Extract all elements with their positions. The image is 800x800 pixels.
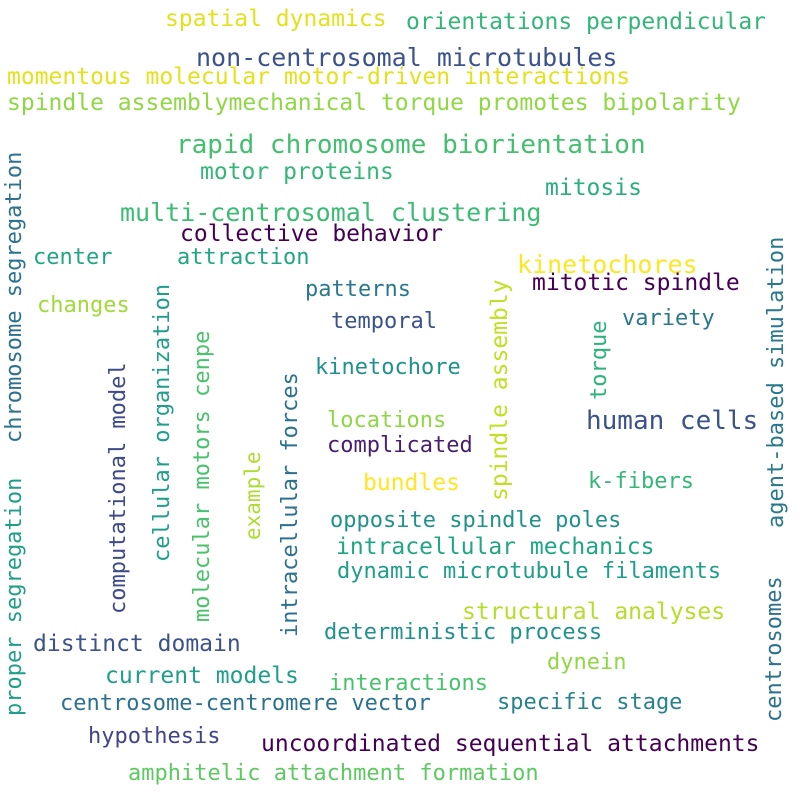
word-spatial-dynamics: spatial dynamics <box>165 6 387 32</box>
word-mitosis: mitosis <box>545 175 642 201</box>
word-current-models: current models <box>105 663 299 689</box>
word-deterministic-process: deterministic process <box>324 620 603 645</box>
word-computational-model: computational model <box>106 362 131 614</box>
word-variety: variety <box>622 306 715 331</box>
word-dynein: dynein <box>547 650 627 675</box>
word-attraction: attraction <box>177 245 310 270</box>
word-distinct-domain: distinct domain <box>33 631 241 657</box>
word-locations: locations <box>327 408 447 433</box>
word-changes: changes <box>37 293 130 318</box>
word-intracellular-mechanics: intracellular mechanics <box>336 534 655 560</box>
word-spindle-assembly: spindle assembly <box>487 279 513 501</box>
word-non-centrosomal-microtubules: non-centrosomal microtubules <box>196 43 618 72</box>
word-motor-proteins: motor proteins <box>200 159 394 185</box>
word-human-cells: human cells <box>586 406 759 436</box>
word-interactions: interactions <box>329 671 488 696</box>
word-proper-segregation: proper segregation <box>2 477 27 716</box>
word-kinetochore: kinetochore <box>315 355 461 380</box>
word-complicated: complicated <box>327 433 473 458</box>
word-dynamic-microtubule-filaments: dynamic microtubule filaments <box>337 559 722 584</box>
word-patterns: patterns <box>305 277 411 302</box>
word-kinetochores: kinetochores <box>517 250 698 279</box>
word-bundles: bundles <box>363 470 460 496</box>
word-chromosome-segregation: chromosome segregation <box>2 151 27 443</box>
word-k-fibers: k-fibers <box>588 469 694 494</box>
word-torque: torque <box>587 320 612 400</box>
word-center: center <box>33 245 113 270</box>
word-rapid-chromosome-biorientation: rapid chromosome biorientation <box>176 130 646 160</box>
word-intracellular-forces: intracellular forces <box>278 372 303 637</box>
word-example: example <box>241 451 265 540</box>
word-mitotic-spindle: mitotic spindle <box>532 270 740 296</box>
word-hypothesis: hypothesis <box>88 724 221 749</box>
word-centrosome-centromere-vector: centrosome-centromere vector <box>60 691 431 716</box>
word-uncoordinated-sequential-attachments: uncoordinated sequential attachments <box>261 731 760 757</box>
word-cellular-organization: cellular organization <box>150 283 175 562</box>
word-agent-based-simulation: agent-based simulation <box>764 236 789 528</box>
word-momentous-molecular-motor-driven-interactions: momentous molecular motor-driven interac… <box>7 64 631 90</box>
word-spindle-assemblymechanical-torque-promotes-bipolarity: spindle assemblymechanical torque promot… <box>7 90 741 116</box>
word-amphitelic-attachment-formation: amphitelic attachment formation <box>128 761 539 786</box>
word-multi-centrosomal-clustering: multi-centrosomal clustering <box>120 198 542 227</box>
word-structural-analyses: structural analyses <box>462 599 726 625</box>
word-opposite-spindle-poles: opposite spindle poles <box>330 508 622 533</box>
word-temporal: temporal <box>331 309 437 334</box>
word-molecular-motors-cenpe: molecular motors cenpe <box>190 330 215 622</box>
word-specific-stage: specific stage <box>497 690 683 715</box>
word-collective-behavior: collective behavior <box>180 221 444 247</box>
word-centrosomes: centrosomes <box>762 576 787 722</box>
word-orientations-perpendicular: orientations perpendicular <box>406 9 767 35</box>
